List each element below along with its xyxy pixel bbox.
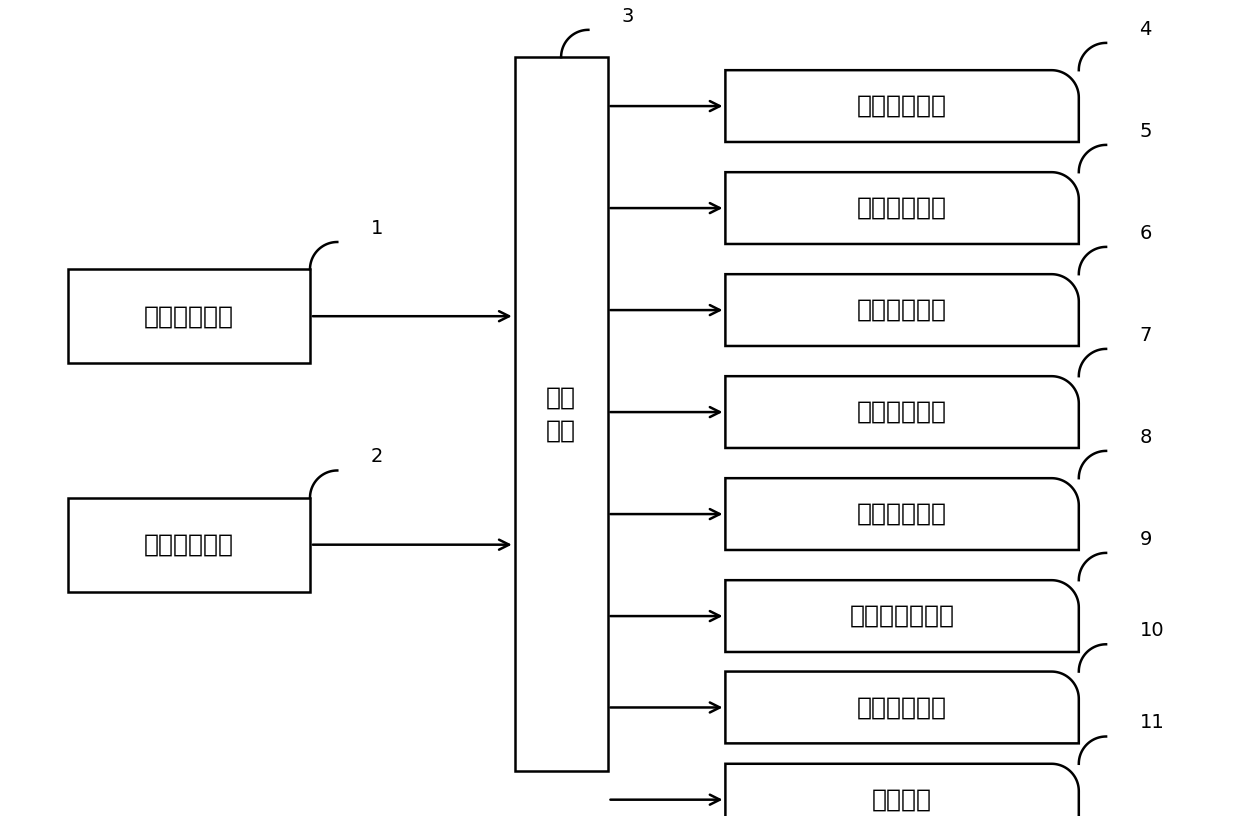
Text: 2: 2 [371,447,383,467]
Bar [68,269,310,363]
Text: 5: 5 [1140,122,1152,141]
Text: 显示模块: 显示模块 [872,787,932,812]
PathPatch shape [725,764,1079,816]
Bar [68,498,310,592]
Text: 试剂控制模块: 试剂控制模块 [857,400,947,424]
Text: 参数设定模块: 参数设定模块 [144,533,234,557]
Text: 7: 7 [1140,326,1152,345]
PathPatch shape [725,274,1079,346]
Text: 蠕动泵控制模块: 蠕动泵控制模块 [849,604,955,628]
Text: 淋洗控制模块: 淋洗控制模块 [857,502,947,526]
PathPatch shape [725,70,1079,142]
PathPatch shape [725,580,1079,652]
Bar [515,57,608,771]
Text: 孵育控制模块: 孵育控制模块 [857,695,947,720]
PathPatch shape [725,172,1079,244]
Text: 6: 6 [1140,224,1152,243]
Text: 9: 9 [1140,530,1152,549]
Text: 1: 1 [371,219,383,238]
PathPatch shape [725,672,1079,743]
Text: 温度控制模块: 温度控制模块 [857,94,947,118]
Text: 11: 11 [1140,713,1164,733]
Text: 3: 3 [621,7,634,26]
Text: 8: 8 [1140,428,1152,447]
Text: 4: 4 [1140,20,1152,39]
Text: 10: 10 [1140,621,1164,641]
Text: 搅拌控制模块: 搅拌控制模块 [857,298,947,322]
PathPatch shape [725,478,1079,550]
Text: 信息采集模块: 信息采集模块 [144,304,234,328]
Text: 离心控制模块: 离心控制模块 [857,196,947,220]
Text: 主控
模块: 主控 模块 [546,385,577,443]
PathPatch shape [725,376,1079,448]
